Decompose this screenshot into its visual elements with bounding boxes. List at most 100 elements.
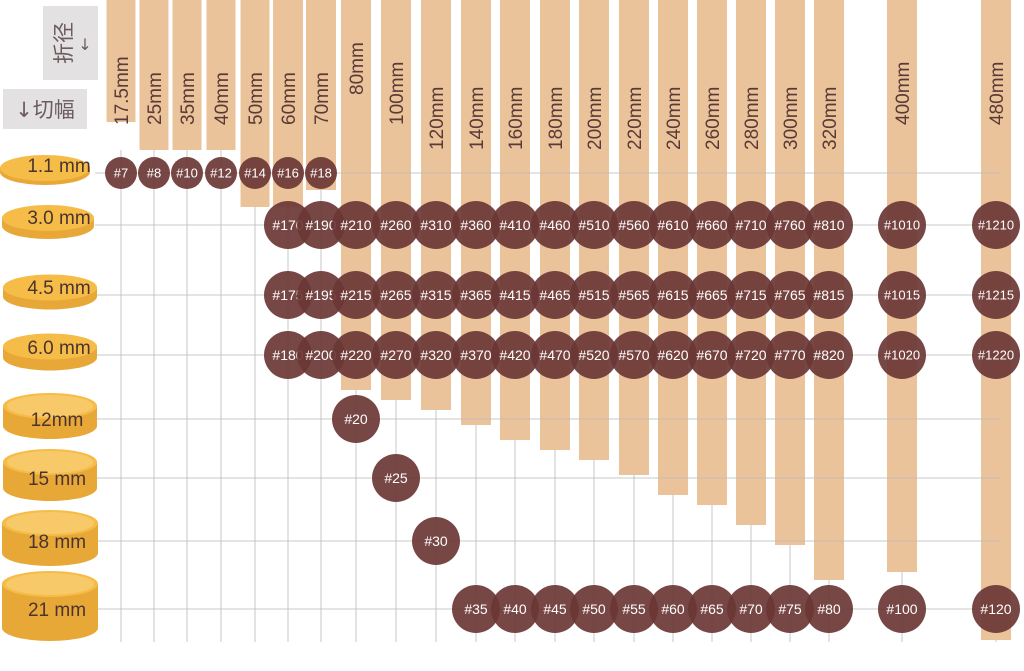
diameter-label: 320mm <box>820 87 841 150</box>
product-label: #215 <box>340 287 371 303</box>
band-top-inner <box>6 512 94 534</box>
product-dot: #665 <box>688 271 736 319</box>
diameter-label: 25mm <box>145 72 166 125</box>
diameter-label: 400mm <box>893 62 914 125</box>
product-circle <box>372 331 420 379</box>
product-circle <box>878 331 926 379</box>
product-circle <box>688 585 736 633</box>
diameter-label: 40mm <box>212 72 233 125</box>
product-label: #410 <box>499 217 530 233</box>
product-label: #315 <box>420 287 451 303</box>
product-dot: #14 <box>239 157 271 189</box>
product-circle <box>297 331 345 379</box>
product-circle <box>531 271 579 319</box>
product-dot: #195 <box>297 271 345 319</box>
product-circle <box>305 157 337 189</box>
product-circle <box>264 331 312 379</box>
product-label: #40 <box>503 601 527 617</box>
product-label: #310 <box>420 217 451 233</box>
product-label: #515 <box>578 287 609 303</box>
product-dot: #1210 <box>972 201 1020 249</box>
width-label: 12mm <box>31 410 84 431</box>
product-label: #720 <box>735 347 766 363</box>
product-circle <box>412 517 460 565</box>
product-label: #665 <box>696 287 727 303</box>
product-label: #460 <box>539 217 570 233</box>
product-circle <box>805 201 853 249</box>
product-dot: #565 <box>610 271 658 319</box>
product-dot: #7 <box>105 157 137 189</box>
product-dot: #170 <box>264 201 312 249</box>
diameter-bar <box>106 0 136 122</box>
product-label: #420 <box>499 347 530 363</box>
product-label: #270 <box>380 347 411 363</box>
product-circle <box>372 271 420 319</box>
product-circle <box>570 585 618 633</box>
product-label: #365 <box>460 287 491 303</box>
width-band: 15 mm <box>3 449 97 501</box>
product-dot: #70 <box>727 585 775 633</box>
product-dot: #810 <box>805 201 853 249</box>
product-dot: #180 <box>264 331 312 379</box>
product-circle <box>297 201 345 249</box>
product-label: #615 <box>657 287 688 303</box>
product-circle <box>570 271 618 319</box>
product-label: #175 <box>272 287 303 303</box>
product-label: #120 <box>980 601 1011 617</box>
band-top <box>3 274 97 301</box>
product-dot: #1020 <box>878 331 926 379</box>
band-side <box>2 584 98 641</box>
product-circle <box>412 271 460 319</box>
product-dot: #260 <box>372 201 420 249</box>
product-dot: #20 <box>332 395 380 443</box>
product-circle <box>264 201 312 249</box>
product-label: #10 <box>176 166 198 181</box>
width-band: 18 mm <box>2 510 98 566</box>
product-dot: #410 <box>491 201 539 249</box>
product-dot: #220 <box>332 331 380 379</box>
product-circle <box>452 271 500 319</box>
product-label: #20 <box>344 411 368 427</box>
product-circle <box>972 585 1020 633</box>
diameter-label: 100mm <box>387 62 408 125</box>
product-circle <box>570 201 618 249</box>
product-circle <box>272 157 304 189</box>
product-circle <box>766 201 814 249</box>
product-circle <box>688 201 736 249</box>
width-label: 4.5 mm <box>27 278 90 299</box>
product-label: #60 <box>661 601 685 617</box>
diameter-label: 260mm <box>703 87 724 150</box>
diameter-label: 240mm <box>664 87 685 150</box>
band-top-inner <box>6 573 94 595</box>
product-circle <box>766 271 814 319</box>
corner-width-box <box>3 89 87 129</box>
product-circle <box>491 271 539 319</box>
diameter-bar <box>697 0 727 505</box>
product-label: #7 <box>114 166 128 181</box>
product-circle <box>372 454 420 502</box>
diameter-label: 17.5mm <box>112 56 133 125</box>
product-dot: #18 <box>305 157 337 189</box>
product-label: #715 <box>735 287 766 303</box>
width-label: 1.1 mm <box>27 156 90 177</box>
product-label: #770 <box>774 347 805 363</box>
product-dot: #25 <box>372 454 420 502</box>
product-circle <box>452 201 500 249</box>
product-dot: #315 <box>412 271 460 319</box>
product-label: #195 <box>305 287 336 303</box>
product-dot: #60 <box>649 585 697 633</box>
band-top <box>2 205 94 231</box>
product-dot: #200 <box>297 331 345 379</box>
product-label: #55 <box>622 601 646 617</box>
product-dot: #1010 <box>878 201 926 249</box>
product-label: #18 <box>310 166 332 181</box>
product-label: #520 <box>578 347 609 363</box>
product-label: #75 <box>778 601 802 617</box>
product-label: #210 <box>340 217 371 233</box>
product-label: #8 <box>147 166 161 181</box>
product-circle <box>491 585 539 633</box>
diameter-label: 70mm <box>312 72 333 125</box>
product-label: #670 <box>696 347 727 363</box>
product-label: #565 <box>618 287 649 303</box>
product-dot: #465 <box>531 271 579 319</box>
